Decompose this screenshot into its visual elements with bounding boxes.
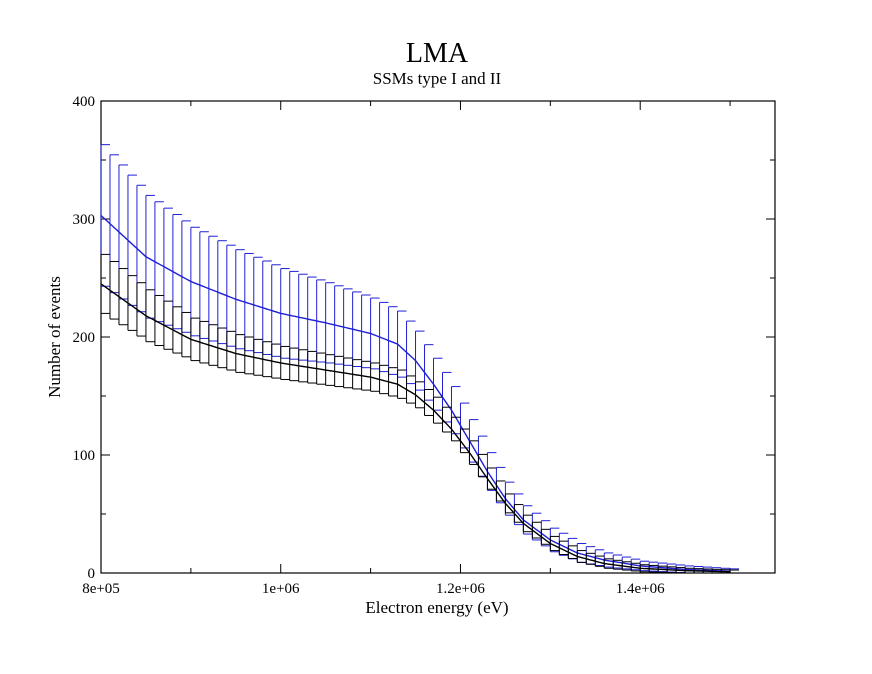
y-axis-label: Number of events — [45, 276, 64, 398]
plot-frame — [100, 100, 776, 574]
y-tick-label: 0 — [88, 566, 96, 582]
chart-title: LMA — [406, 38, 469, 69]
x-tick-label: 8e+05 — [82, 581, 120, 597]
y-tick-label: 100 — [73, 448, 96, 464]
x-tick-label: 1.4e+06 — [616, 581, 665, 597]
x-tick-label: 1.2e+06 — [436, 581, 485, 597]
y-tick-label: 300 — [73, 212, 96, 228]
plot-area: 8e+05 1e+06 1.2e+06 1.4e+06 0 100 200 300 400 — [73, 94, 776, 597]
x-axis-label: Electron energy (eV) — [365, 598, 508, 617]
x-tick-label: 1e+06 — [262, 581, 300, 597]
chart-subtitle: SSMs type I and II — [373, 69, 502, 88]
series-line-2 — [100, 283, 731, 573]
y-tick-label: 200 — [73, 330, 96, 346]
y-tick-label: 400 — [73, 94, 96, 110]
